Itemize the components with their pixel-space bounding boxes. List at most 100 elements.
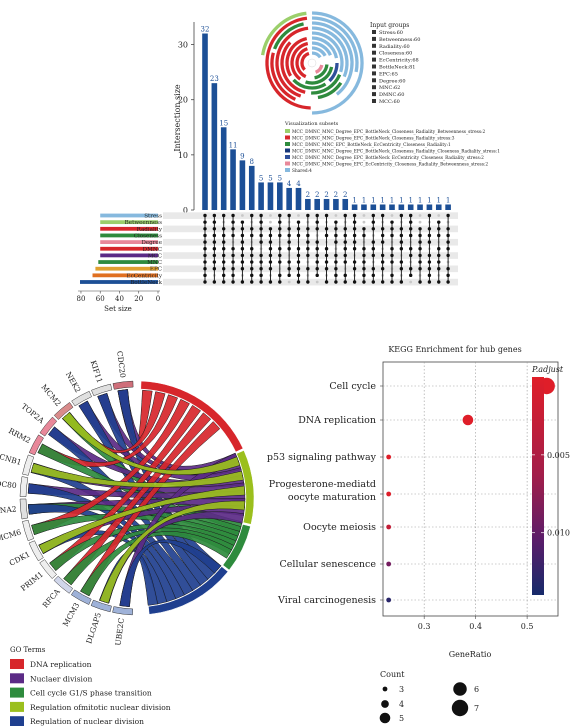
set-name-label: MCC: [148, 253, 162, 259]
donut-ring-segment: [328, 62, 339, 83]
go-term-swatch: [10, 673, 24, 684]
count-legend-label: 5: [399, 714, 404, 723]
intersection-bar: [417, 204, 423, 210]
vis-subset-label: MCC_DMNC_MNC_Degree_EPC_EcCentricity_Clo…: [292, 163, 488, 168]
donut-ring-segment: [272, 22, 304, 50]
chord-ribbon: [80, 531, 233, 597]
gene-label: RFCA: [41, 587, 62, 610]
gene-arc: [28, 540, 44, 562]
chord-ribbon: [62, 412, 241, 476]
vis-subset-swatch: [285, 148, 290, 153]
intersection-bar: [435, 204, 442, 210]
matrix-dot-empty: [297, 214, 300, 217]
gene-arc: [70, 589, 92, 605]
go-term-arc: [140, 380, 244, 453]
input-group-label: Closeness:60: [379, 51, 412, 57]
intersection-bar: [258, 182, 264, 210]
kegg-dots: [386, 377, 555, 603]
intersection-bar-label: 1: [390, 196, 394, 204]
chord-ribbon: [99, 500, 246, 604]
upset-set-size-bars: StressBetweennessRadialityClosenessDegre…: [77, 214, 163, 304]
kegg-dot: [386, 597, 392, 603]
set-size-tick-label: 20: [134, 295, 143, 303]
vis-subset-swatch: [285, 161, 290, 166]
vis-subset-label: Shared:4: [292, 169, 312, 174]
matrix-row-band: [163, 238, 458, 246]
intersection-bar: [426, 204, 433, 210]
donut-ring-segment: [314, 64, 324, 74]
upset-y-tick-label: 20: [178, 96, 188, 105]
input-group-swatch: [372, 78, 376, 83]
vis-subset-label: MCC_DMNC_MNC_EPC_BottleNeck_EcCentricity…: [292, 143, 451, 148]
donut-ring-segment: [292, 78, 327, 90]
matrix-row-band: [163, 225, 458, 233]
gene-arc: [71, 390, 92, 407]
intersection-bar-label: 5: [278, 174, 282, 182]
gene-label: MCM2: [39, 382, 63, 408]
chord-ribbon: [78, 400, 244, 482]
upset-y-axis: Intersection size 0 10 20 30: [173, 22, 195, 215]
count-legend-dot: [382, 686, 388, 692]
vis-subset-label: MCC_DMNC_MNC_Degree_EPC_BottleNeck_Close…: [292, 137, 455, 142]
intersection-bar-label: 1: [418, 196, 422, 204]
input-group-label: EcCentricity:68: [379, 58, 419, 64]
gene-arc: [39, 416, 58, 437]
set-name-label: Degree: [141, 240, 162, 246]
input-group-label: Degree:60: [379, 78, 406, 84]
padjust-tick-label: 0.005: [547, 451, 570, 460]
input-group-label: Radiality:60: [379, 44, 410, 50]
matrix-dot-empty: [418, 220, 422, 224]
kegg-dot: [386, 561, 392, 567]
vis-subset-swatch: [285, 155, 290, 159]
intersection-bar-label: 1: [380, 196, 384, 204]
donut-ring-segment: [265, 16, 311, 110]
chord-ribbon: [31, 398, 190, 536]
donut-ring-segment: [312, 11, 364, 115]
gene-arc: [112, 380, 134, 390]
intersection-bar-label: 1: [352, 196, 356, 204]
padjust-ticks: 0.005 0.010: [532, 451, 570, 538]
input-groups-title: Input groups: [370, 22, 409, 29]
set-name-label: DMNC: [143, 247, 162, 253]
vis-subset-swatch: [285, 168, 290, 172]
set-name-label: Betweenness: [125, 220, 162, 226]
kegg-x-tick-label: 0.4: [469, 622, 482, 631]
set-size-tick-label: 40: [115, 295, 124, 303]
donut-ring-segment: [317, 81, 343, 100]
go-term-swatch: [10, 716, 24, 726]
gene-arc: [90, 599, 112, 613]
donut-ring-segment: [311, 41, 332, 56]
upset-y-tick-label: 10: [178, 151, 188, 160]
upset-donut: [261, 11, 364, 115]
gene-label: CCNB1: [0, 450, 23, 467]
donut-ring-segment: [300, 51, 310, 71]
set-size-bar: [100, 246, 158, 251]
padjust-gradient: [532, 377, 544, 595]
kegg-x-label: GeneRatio: [449, 650, 492, 659]
gene-arc: [53, 402, 74, 420]
go-terms-title: GO Terms: [10, 646, 46, 654]
chord-ribbon: [119, 539, 222, 608]
kegg-x-tick-label: 0.5: [521, 622, 534, 631]
intersection-bar: [202, 33, 208, 210]
matrix-dot-empty: [269, 220, 272, 224]
gene-label: DLGAP5: [84, 611, 103, 645]
vis-subsets-list: MCC_DMNC_MNC_Degree_EPC_BottleNeck_Close…: [285, 129, 500, 174]
donut-ring-segment: [311, 51, 322, 59]
input-group-swatch: [372, 30, 376, 34]
matrix-row-band: [163, 252, 458, 259]
donut-ring-segment: [312, 16, 359, 73]
kegg-plot-frame: [382, 361, 559, 617]
kegg-x-tick-label: 0.3: [418, 622, 431, 631]
set-size-bar: [92, 273, 158, 278]
intersection-bar: [398, 204, 405, 210]
gene-label: CDK1: [8, 550, 32, 568]
kegg-grid: [383, 362, 558, 616]
gene-label: PRIM1: [19, 570, 45, 593]
gene-label: CCNA2: [0, 504, 17, 516]
kegg-dot: [386, 454, 392, 460]
matrix-dot-empty: [287, 280, 291, 284]
donut-ring-segment: [290, 41, 309, 81]
